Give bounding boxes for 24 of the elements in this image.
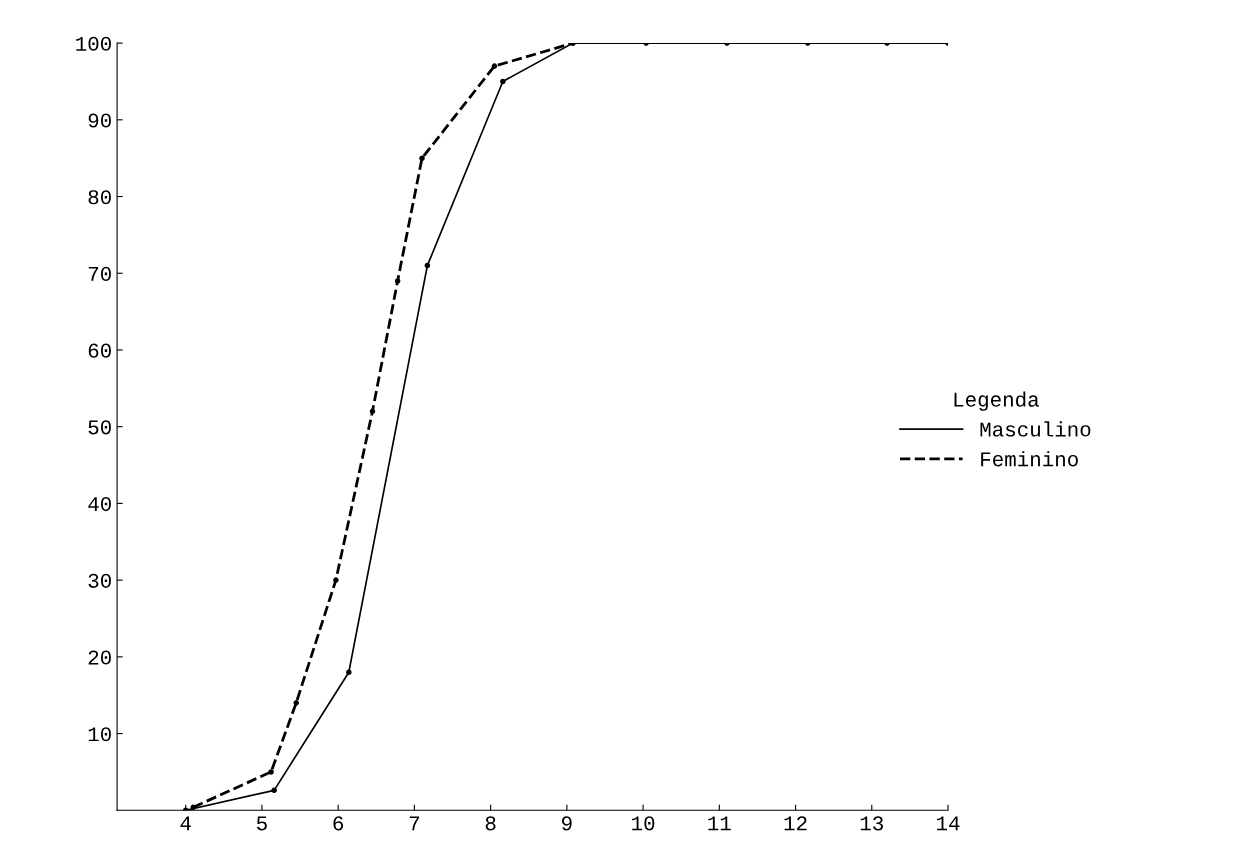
x-tick-label: 4	[180, 816, 191, 831]
x-tick-label: 13	[860, 816, 883, 831]
x-tick-label: 9	[562, 816, 572, 831]
y-tick-label: 80	[88, 190, 111, 205]
y-tick-label: 20	[88, 650, 111, 665]
y-tick-label: 60	[88, 343, 111, 358]
x-tick-label: 5	[256, 816, 267, 831]
legend-label: Masculino	[980, 421, 1091, 437]
y-tick-label: 10	[88, 727, 111, 742]
y-tick-label: 30	[88, 573, 111, 588]
y-tick-label: 100	[76, 36, 111, 51]
x-tick-label: 7	[409, 816, 420, 831]
x-tick-label: 8	[485, 816, 496, 831]
legend-label: Feminino	[981, 451, 1078, 467]
y-tick-label: 90	[88, 113, 111, 128]
y-tick-label: 40	[88, 497, 111, 512]
legend-title: Legenda	[954, 391, 1039, 411]
x-tick-label: 14	[937, 816, 960, 831]
x-tick-label: 10	[632, 816, 655, 831]
y-tick-label: 50	[88, 420, 111, 435]
x-tick-label: 12	[784, 816, 807, 831]
x-tick-label: 11	[708, 816, 731, 831]
y-tick-label: 70	[88, 266, 111, 282]
x-tick-label: 6	[333, 816, 344, 831]
